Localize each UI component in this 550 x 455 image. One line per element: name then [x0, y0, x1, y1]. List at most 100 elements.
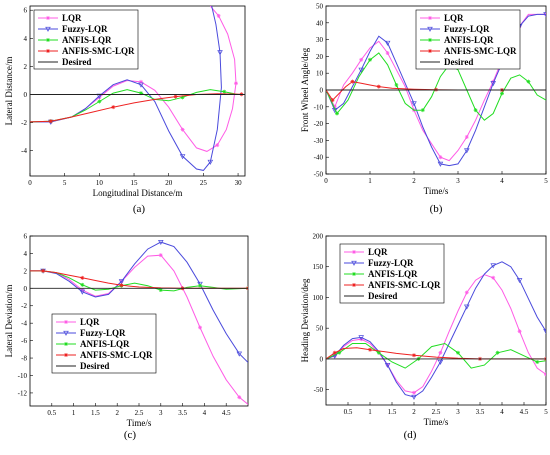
series-point — [464, 135, 469, 140]
legend-marker — [45, 26, 51, 32]
series-point — [80, 282, 85, 287]
legend-label: Desired — [368, 291, 397, 301]
x-tick-label: 1.5 — [388, 408, 397, 416]
series-point — [495, 350, 500, 355]
series-point — [216, 13, 221, 18]
series-point — [158, 288, 163, 293]
series-point — [335, 111, 339, 116]
y-tick-label: 4 — [24, 35, 28, 43]
y-tick-label: 20 — [316, 53, 324, 61]
series-point — [111, 105, 116, 110]
x-tick-label: 1 — [368, 177, 372, 185]
x-tick-label: 3 — [159, 409, 163, 417]
legend-label: LQR — [62, 13, 82, 23]
series-point — [437, 359, 444, 365]
y-tick-label: -50 — [314, 171, 324, 179]
x-tick-label: 4 — [500, 177, 504, 185]
legend-a: LQRFuzzy-LQRANFIS-LQRANFIS-SMC-LQRDesire… — [33, 9, 139, 70]
y-tick-label: -50 — [314, 386, 324, 394]
series-point — [526, 79, 531, 84]
panel-a-chart: 0 5 10 15 20 25 30 -4 -2 0 2 4 6 Longitudinal Distanc… — [4, 5, 246, 198]
series-point — [464, 304, 470, 310]
series-point — [500, 91, 504, 96]
y-tick-label: -40 — [314, 154, 324, 162]
y-tick-label: 40 — [316, 19, 324, 27]
series-point — [420, 108, 425, 113]
series-line-fuzzy-lqr — [30, 6, 222, 171]
y-tick-label: 30 — [316, 36, 324, 44]
series-point — [384, 40, 391, 46]
legend-marker — [46, 16, 50, 20]
series-point — [79, 289, 86, 295]
y-tick-label: -2 — [21, 119, 27, 127]
panel-b-chart: 0 1 2 3 4 5 -50 -40 -30 -20 -10 0 10 20 30 40 50 Time/s Fr… — [300, 3, 548, 197]
series-point — [394, 82, 399, 87]
series-point — [41, 268, 46, 273]
series-point — [198, 283, 203, 288]
series-point — [384, 362, 391, 368]
series-point — [158, 239, 164, 246]
series-line-lqr — [326, 274, 546, 394]
y-tick-label: 200 — [313, 233, 324, 241]
series-point — [438, 155, 443, 160]
series-point — [544, 372, 546, 377]
plot-frame-a — [29, 5, 246, 177]
legend-marker — [351, 260, 357, 266]
x-tick-label: 15 — [131, 179, 139, 187]
x-tick-label: 3 — [456, 177, 460, 185]
legend-c: LQRFuzzy-LQRANFIS-LQRANFIS-SMC-LQRDesire… — [51, 313, 157, 374]
series-point — [412, 390, 416, 395]
caption-d: (d) — [404, 429, 417, 441]
legend-label: LQR — [444, 13, 464, 23]
legend-label: ANFIS-SMC-LQR — [368, 280, 441, 290]
series-point — [97, 95, 102, 100]
x-tick-label: 0 — [28, 179, 32, 187]
y-tick-label: 50 — [316, 325, 324, 333]
series-point — [490, 81, 496, 87]
x-tick-label: 2.5 — [432, 408, 441, 416]
legend-marker — [352, 250, 356, 254]
y-tick-label: 0 — [24, 91, 28, 99]
y-tick-label: 0 — [320, 355, 324, 363]
y-tick-label: 50 — [316, 3, 324, 11]
y-tick-label: -4 — [21, 147, 27, 155]
x-tick-label: 3 — [456, 408, 460, 416]
x-tick-label: 30 — [235, 179, 243, 187]
caption-b: (b) — [430, 203, 443, 215]
series-point — [516, 278, 523, 284]
series-point — [368, 57, 372, 62]
legend-marker — [428, 16, 432, 20]
series-point — [179, 154, 186, 160]
caption-a: (a) — [133, 203, 146, 215]
series-line-lqr — [30, 254, 248, 405]
legend-label: Fuzzy-LQR — [444, 24, 490, 34]
series-point — [173, 94, 178, 99]
legend-marker — [352, 272, 356, 276]
y-axis-label: Front Wheel Angle/deg — [300, 47, 310, 132]
series-line-anfis-smc-lqr — [326, 347, 546, 360]
y-tick-label: 2 — [24, 63, 28, 71]
series-point — [198, 325, 203, 330]
y-tick-label: 4 — [24, 250, 28, 258]
y-tick-label: 10 — [316, 70, 324, 78]
y-tick-label: -30 — [314, 137, 324, 145]
y-tick-label: -10 — [314, 103, 324, 111]
legend-marker — [428, 49, 432, 53]
legend-box — [339, 243, 445, 304]
series-line-anfis-smc-lqr — [30, 270, 248, 289]
series-point — [237, 395, 242, 400]
series-point — [180, 95, 185, 100]
x-tick-label: 0.5 — [344, 408, 353, 416]
legend-marker — [46, 49, 50, 53]
series-point — [350, 79, 355, 84]
series-point — [464, 290, 469, 295]
legend-label: ANFIS-LQR — [80, 339, 130, 349]
series-point — [217, 50, 223, 56]
x-tick-label: 10 — [96, 179, 104, 187]
x-tick-label: 5 — [63, 179, 67, 187]
legend-marker — [63, 330, 69, 336]
legend-label: ANFIS-SMC-LQR — [80, 350, 153, 360]
y-tick-label: -4 — [21, 320, 27, 328]
y-tick-label: -6 — [21, 337, 27, 345]
x-tick-label: 1 — [368, 408, 372, 416]
